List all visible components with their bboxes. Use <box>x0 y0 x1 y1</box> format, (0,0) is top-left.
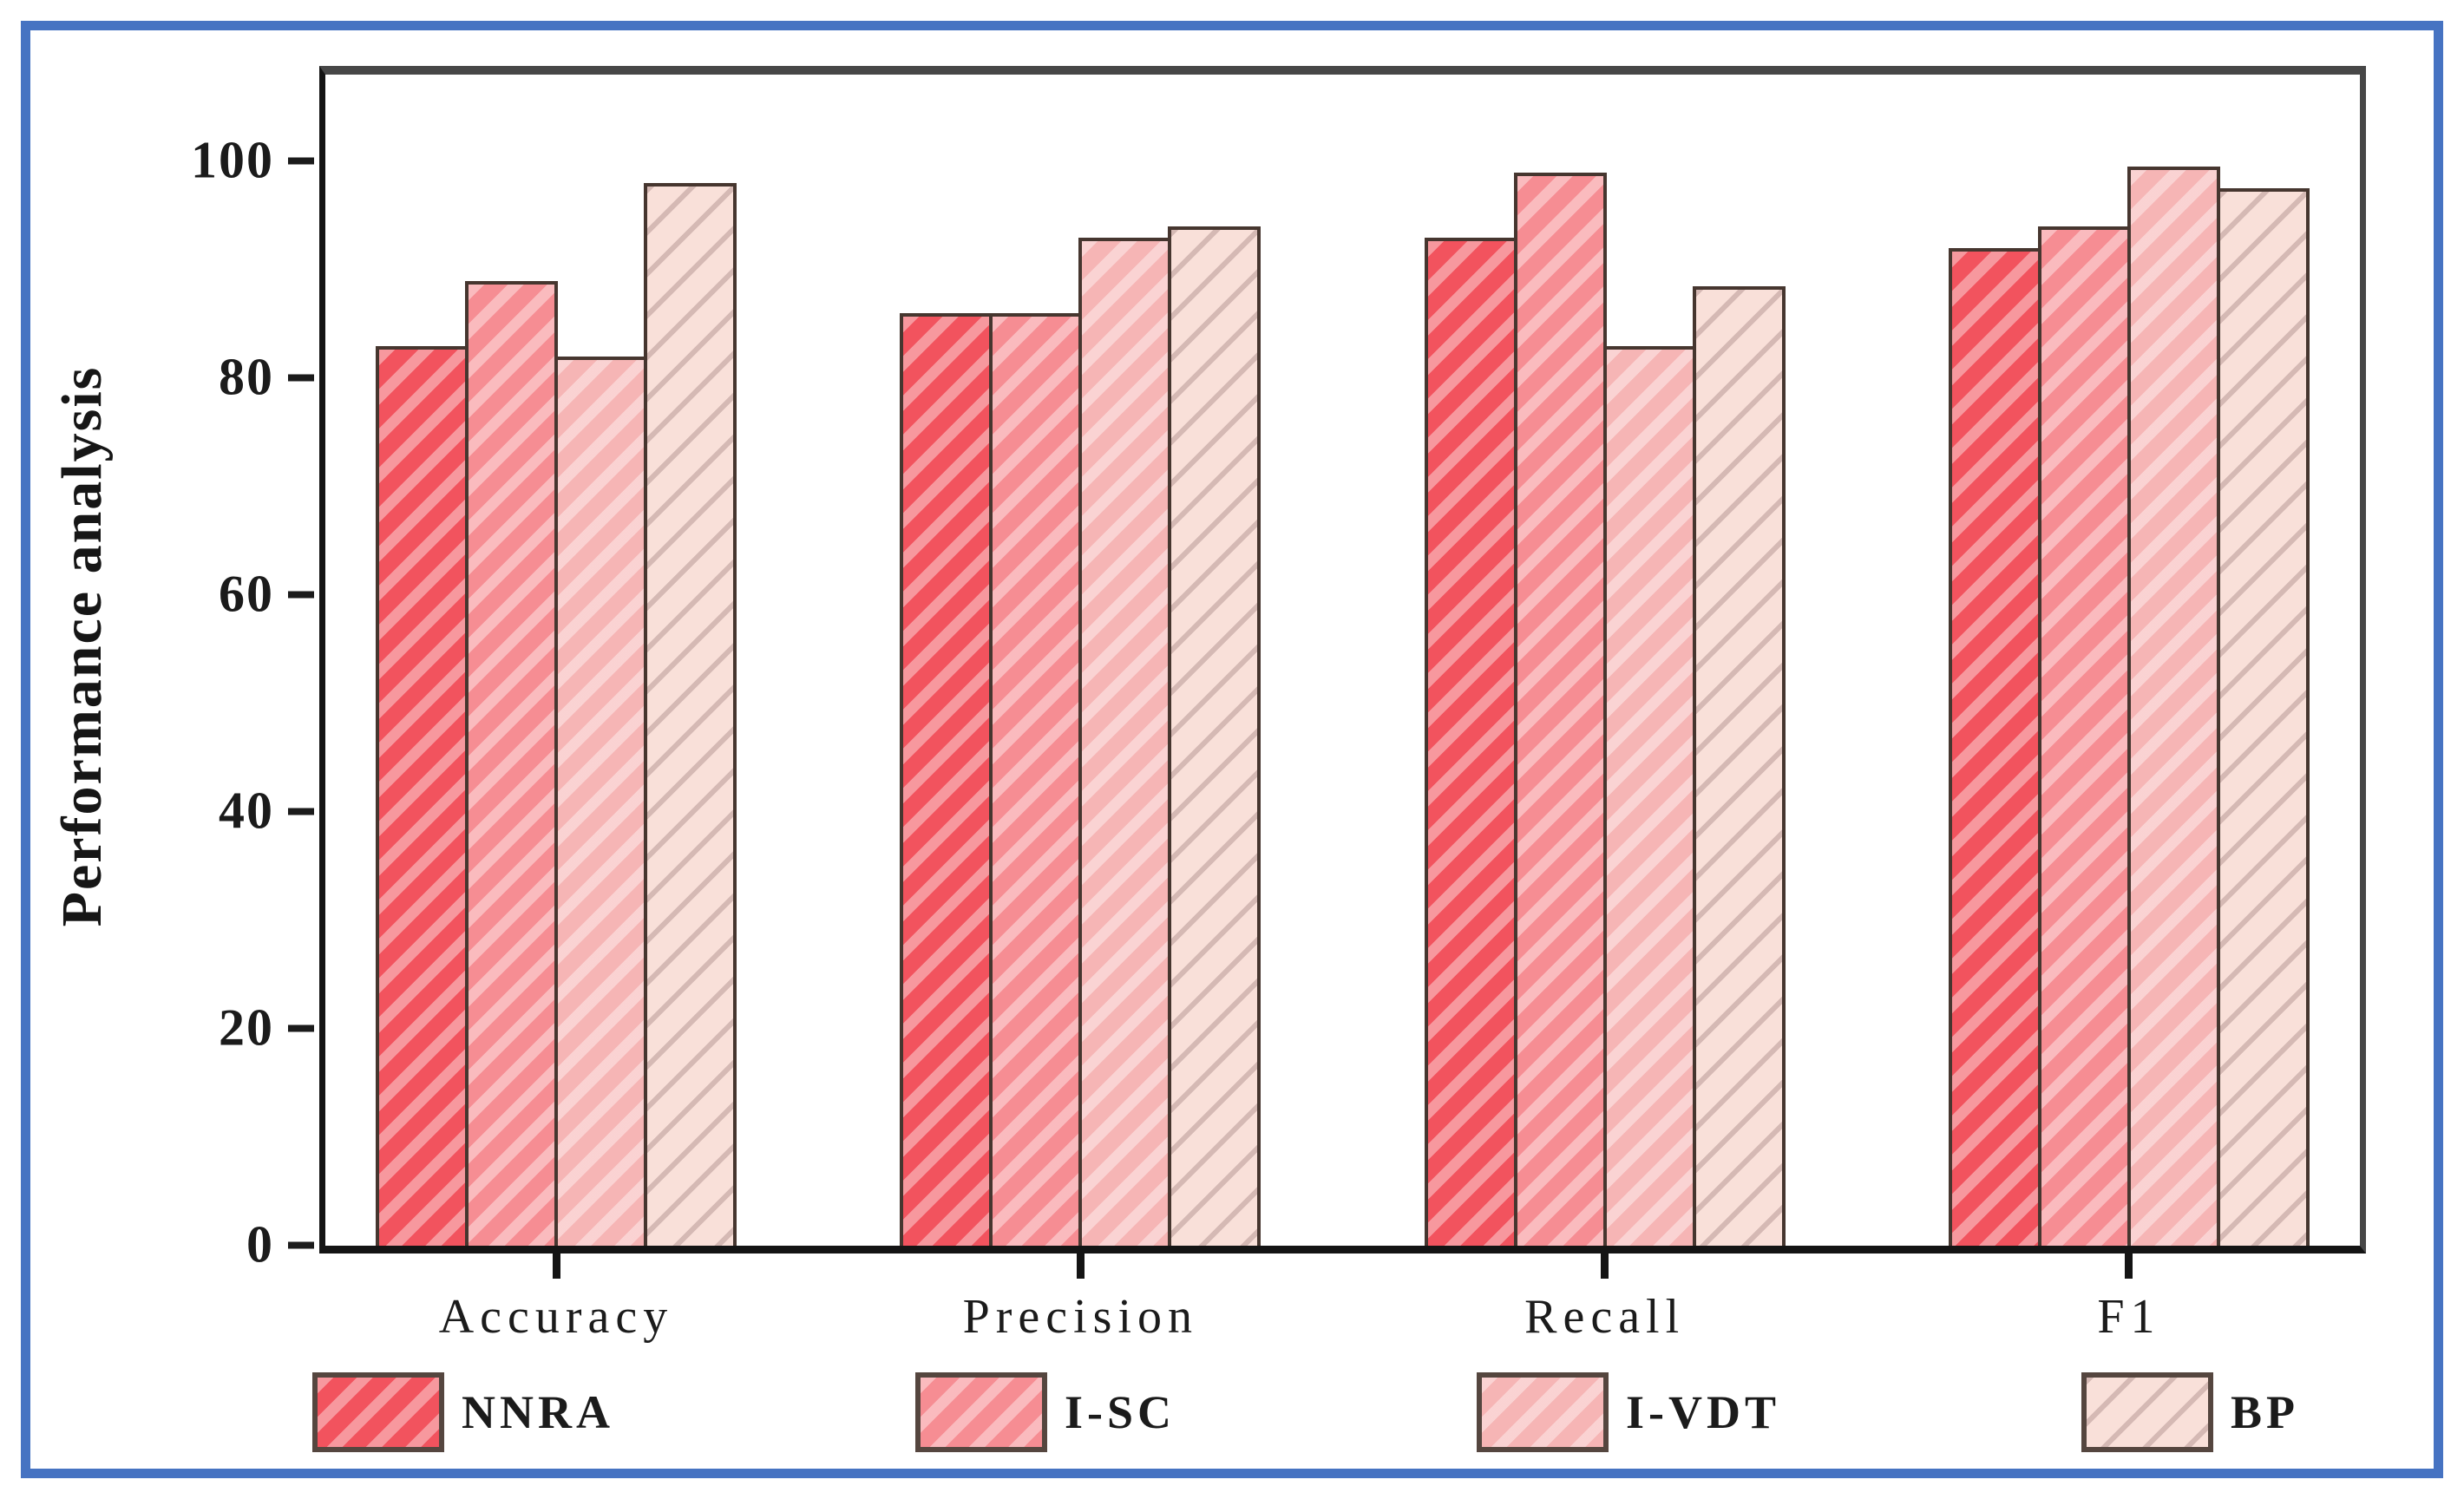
y-tick-40: 40 <box>219 782 319 841</box>
x-tick-mark <box>552 1253 560 1279</box>
y-tick-label: 20 <box>219 998 274 1057</box>
legend-item-bp: BP <box>2081 1372 2299 1452</box>
legend-item-ivdt: I-VDT <box>1476 1372 1780 1452</box>
bar-f1-ivdt <box>2127 167 2220 1246</box>
bar-accuracy-bp <box>644 183 737 1246</box>
y-tick-20: 20 <box>219 998 319 1058</box>
bar-precision-bp <box>1168 226 1261 1246</box>
x-tick-accuracy: Accuracy <box>376 1253 737 1345</box>
y-tick-mark <box>288 1024 314 1031</box>
y-tick-label: 100 <box>191 131 274 189</box>
x-axis: Accuracy Precision Recall F1 <box>325 1253 2360 1345</box>
x-tick-f1: F1 <box>1949 1253 2310 1345</box>
legend-label: BP <box>2230 1386 2299 1438</box>
bar-groups <box>325 75 2360 1246</box>
x-tick-label: Recall <box>1524 1290 1686 1344</box>
bar-group-recall <box>1424 75 1786 1246</box>
legend-swatch-nnra <box>312 1372 444 1452</box>
bar-recall-isc <box>1513 172 1607 1246</box>
legend-label: I-SC <box>1064 1386 1176 1438</box>
x-tick-mark <box>1601 1253 1609 1279</box>
y-tick-60: 60 <box>219 565 319 625</box>
bar-recall-nnra <box>1424 237 1517 1246</box>
y-tick-label: 40 <box>219 782 274 840</box>
y-axis: 0 20 40 60 80 100 <box>0 74 319 1273</box>
bar-f1-isc <box>2037 226 2131 1246</box>
x-tick-label: Precision <box>962 1290 1199 1344</box>
y-tick-80: 80 <box>219 348 319 408</box>
y-tick-mark <box>288 1241 314 1248</box>
y-tick-mark <box>288 808 314 815</box>
legend-swatch-bp <box>2081 1372 2213 1452</box>
y-tick-0: 0 <box>246 1215 319 1275</box>
x-tick-mark <box>2125 1253 2133 1279</box>
bar-f1-nnra <box>1948 248 2041 1246</box>
bar-precision-ivdt <box>1078 237 1172 1246</box>
legend-swatch-ivdt <box>1476 1372 1609 1452</box>
legend-label: I-VDT <box>1625 1386 1780 1438</box>
legend-swatch-isc <box>914 1372 1047 1452</box>
legend-label: NNRA <box>462 1386 614 1438</box>
legend-item-isc: I-SC <box>914 1372 1176 1452</box>
x-tick-label: F1 <box>2097 1290 2161 1344</box>
bar-group-accuracy <box>376 75 737 1246</box>
bar-f1-bp <box>2216 188 2310 1246</box>
y-tick-100: 100 <box>191 131 319 191</box>
y-tick-label: 80 <box>219 348 274 406</box>
x-tick-recall: Recall <box>1425 1253 1786 1345</box>
legend-item-nnra: NNRA <box>312 1372 614 1452</box>
x-tick-mark <box>1076 1253 1085 1279</box>
bar-group-f1 <box>1948 75 2310 1246</box>
x-tick-label: Accuracy <box>438 1290 674 1344</box>
bar-recall-bp <box>1692 285 1786 1246</box>
legend: NNRA I-SC I-VDT BP <box>312 1364 2299 1461</box>
bar-recall-ivdt <box>1602 345 1696 1246</box>
bar-precision-isc <box>989 313 1083 1246</box>
bar-accuracy-ivdt <box>554 357 647 1246</box>
bar-accuracy-isc <box>465 280 558 1246</box>
y-tick-mark <box>288 157 314 164</box>
bar-precision-nnra <box>900 313 993 1246</box>
y-tick-label: 60 <box>219 565 274 623</box>
y-tick-mark <box>288 591 314 598</box>
y-tick-mark <box>288 374 314 381</box>
x-tick-precision: Precision <box>900 1253 1261 1345</box>
bar-group-precision <box>900 75 1261 1246</box>
plot-area <box>319 66 2366 1254</box>
bar-accuracy-nnra <box>376 345 469 1246</box>
y-tick-label: 0 <box>246 1215 274 1273</box>
